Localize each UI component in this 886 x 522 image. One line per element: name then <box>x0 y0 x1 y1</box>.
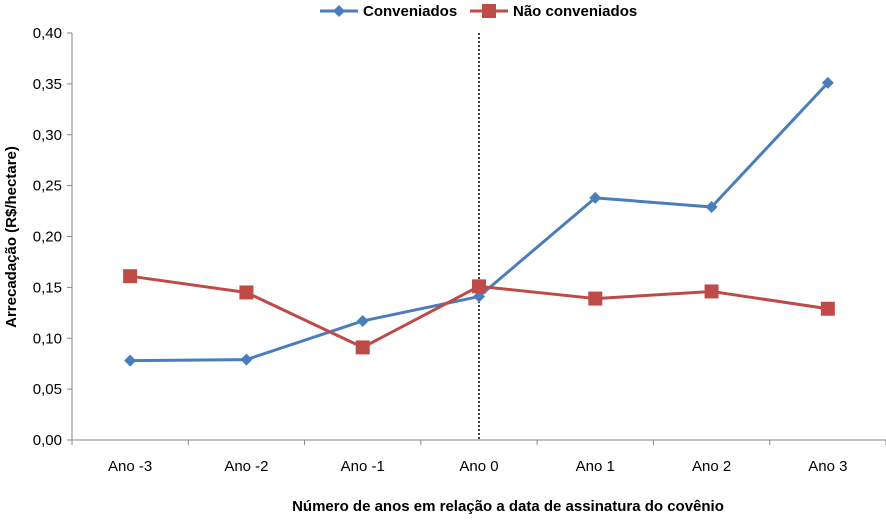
x-axis-title: Número de anos em relação a data de assi… <box>292 498 724 515</box>
x-tick-label: Ano -1 <box>341 458 385 475</box>
data-point <box>473 290 485 303</box>
x-tick-label: Ano 2 <box>692 458 731 475</box>
legend-marker-nao-conveniados <box>482 4 496 18</box>
y-tick-label: 0,15 <box>33 279 62 296</box>
legend-label-conveniados: Conveniados <box>363 3 457 20</box>
x-tick-label: Ano 1 <box>576 458 615 475</box>
y-tick-label: 0,20 <box>33 229 62 246</box>
data-point <box>124 354 137 367</box>
y-tick-label: 0,25 <box>33 178 62 195</box>
data-point <box>820 301 835 316</box>
x-tick-label: Ano -2 <box>224 458 268 475</box>
data-point <box>355 340 370 355</box>
data-point <box>588 291 603 306</box>
data-point <box>123 269 138 284</box>
axes: 0,00 0,05 0,10 0,15 0,20 0,25 0,30 0,35 0,40 Ano … <box>33 25 886 475</box>
data-point <box>239 285 254 300</box>
data-point <box>705 200 718 213</box>
y-tick-label: 0,00 <box>33 432 62 449</box>
y-axis-title: Arrecadação (R$/hectare) <box>3 146 20 328</box>
data-point <box>356 314 369 327</box>
data-point <box>240 353 253 366</box>
x-tick-label: Ano 3 <box>808 458 847 475</box>
legend-item-conveniados: Conveniados <box>320 3 457 20</box>
data-point <box>589 191 602 204</box>
y-tick-label: 0,10 <box>33 330 62 347</box>
legend-item-nao-conveniados: Não conveniados <box>470 3 637 20</box>
series-1 <box>123 269 835 355</box>
data-point <box>472 279 486 294</box>
series-0 <box>124 76 834 367</box>
y-tick-label: 0,35 <box>33 76 62 93</box>
x-tick-label: Ano -3 <box>108 458 152 475</box>
y-tick-label: 0,05 <box>33 381 62 398</box>
x-tick-label: Ano 0 <box>459 458 498 475</box>
data-point <box>821 76 834 89</box>
legend-marker-conveniados <box>333 5 345 17</box>
data-point <box>704 284 719 299</box>
legend: Conveniados Não conveniados <box>320 3 637 20</box>
y-tick-label: 0,30 <box>33 127 62 144</box>
legend-label-nao-conveniados: Não conveniados <box>513 3 637 20</box>
y-tick-label: 0,40 <box>33 25 62 42</box>
